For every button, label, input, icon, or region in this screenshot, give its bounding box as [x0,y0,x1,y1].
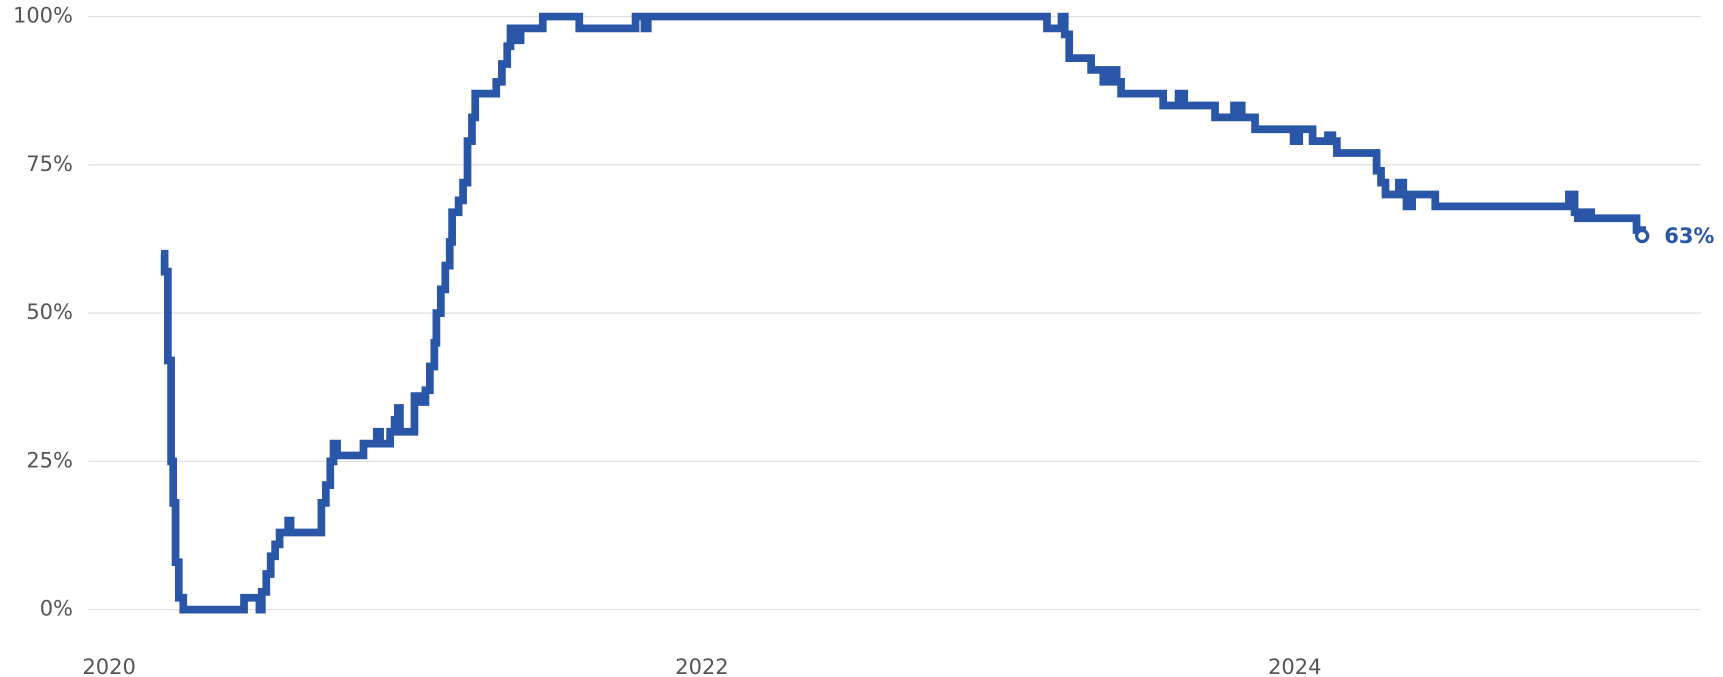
x-tick-label: 2024 [1268,655,1321,677]
x-tick-label: 2022 [675,655,728,677]
y-tick-label: 100% [13,4,73,28]
end-marker [1634,228,1650,244]
y-tick-label: 0% [40,597,73,621]
y-tick-label: 75% [26,152,73,176]
end-label: 63% [1664,224,1714,248]
line [160,12,1647,614]
x-tick-label: 2020 [82,655,135,677]
y-tick-label: 25% [26,448,73,472]
y-tick-label: 50% [26,300,73,324]
